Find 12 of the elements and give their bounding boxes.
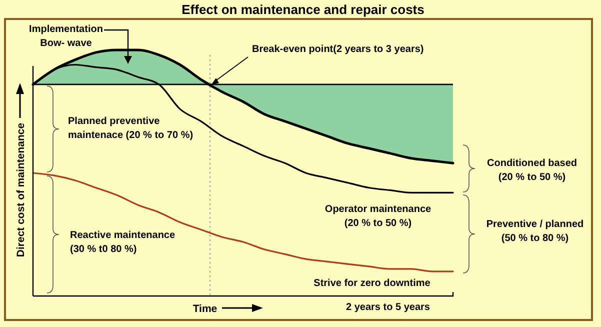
text: Implementation Bow- wave [29,24,103,49]
annotation: Operator maintenance (20 % to 50 %) [324,204,432,229]
y-axis-title: Direct cost of maintenance [15,122,27,258]
annotation: Reactive maintenance (30 % t0 80 %) [70,230,176,255]
text: 2 years to 5 years [346,302,430,313]
annotation: Break-even point(2 years to 3 years) [252,44,424,55]
chart-title: Effect on maintenance and repair costs [182,2,424,17]
annotation: Planned preventive maintenace (20 % to 70 %) [68,116,194,141]
text: Conditioned based (20 % to 50 %) [487,158,577,183]
annotation: Strive for zero downtime [314,278,431,289]
text: Preventive / planned (50 % to 80 %) [486,219,584,244]
x-axis-title: Time [192,303,218,315]
